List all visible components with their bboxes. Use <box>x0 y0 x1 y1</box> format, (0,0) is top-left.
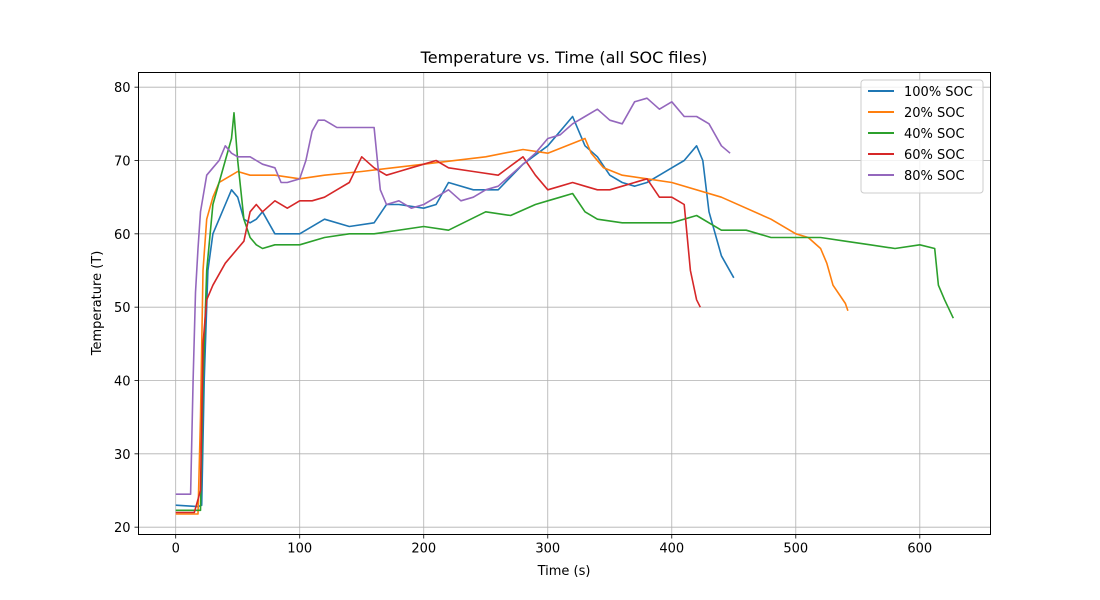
series-layer <box>175 97 955 515</box>
legend: 100% SOC 20% SOC 40% SOC 60% SOC 80% SOC <box>860 79 984 194</box>
y-axis-label: Temperature (T) <box>90 251 105 357</box>
x-tick-label: 600 <box>907 542 932 557</box>
series-line-20-soc <box>175 137 849 515</box>
y-tick-label: 50 <box>114 301 131 316</box>
series-line-100-soc <box>175 115 735 508</box>
chart-title: Temperature vs. Time (all SOC files) <box>420 48 708 67</box>
x-tick-label: 100 <box>287 542 312 557</box>
y-tick-label: 80 <box>114 81 131 96</box>
y-tick-label: 60 <box>114 228 131 243</box>
y-tick-label: 20 <box>114 521 131 536</box>
series-line-60-soc <box>175 156 702 514</box>
series-line-80-soc <box>175 97 731 496</box>
x-tick-label: 200 <box>411 542 436 557</box>
y-tick-label: 40 <box>114 375 131 390</box>
y-tick-label: 30 <box>114 448 131 463</box>
ticks: 0 100 200 300 400 500 600 20 30 40 50 60 70 80 <box>114 81 932 556</box>
x-tick-label: 0 <box>172 542 180 557</box>
series-line-40-soc <box>175 112 955 512</box>
legend-box <box>860 79 984 194</box>
legend-label: 60% SOC <box>904 148 965 163</box>
plot-frame <box>138 72 991 535</box>
legend-label: 20% SOC <box>904 106 965 121</box>
y-tick-label: 70 <box>114 155 131 170</box>
x-axis-label: Time (s) <box>537 564 591 579</box>
legend-label: 40% SOC <box>904 127 965 142</box>
legend-label: 100% SOC <box>904 85 973 100</box>
x-tick-label: 500 <box>783 542 808 557</box>
x-tick-label: 300 <box>535 542 560 557</box>
x-tick-label: 400 <box>659 542 684 557</box>
legend-label: 80% SOC <box>904 169 965 184</box>
